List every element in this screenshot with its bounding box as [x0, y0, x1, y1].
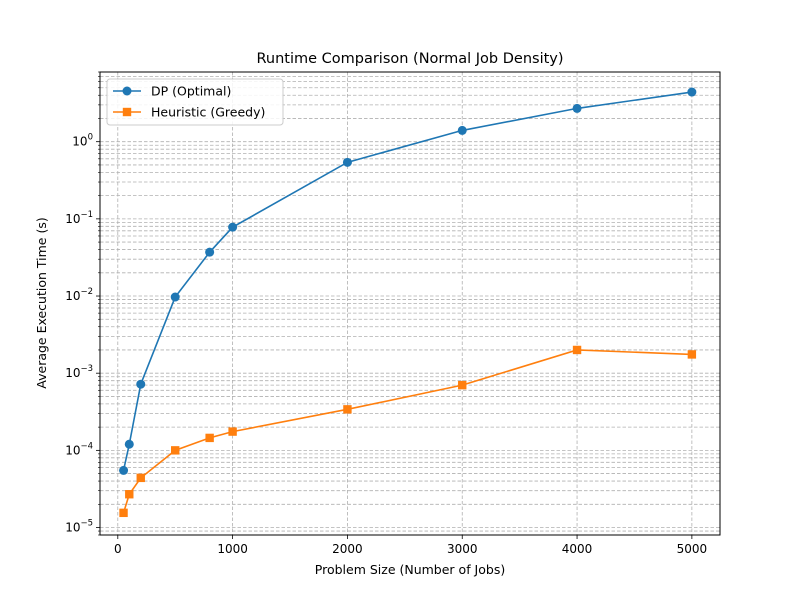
legend-marker	[122, 86, 132, 96]
legend-label: Heuristic (Greedy)	[151, 105, 265, 120]
y-tick-label: 10−4	[65, 441, 93, 457]
y-tick-label: 10−2	[65, 287, 93, 303]
x-tick-label: 4000	[562, 542, 593, 556]
legend: DP (Optimal) Heuristic (Greedy)	[106, 78, 284, 126]
data-point	[457, 125, 467, 135]
data-point	[119, 465, 129, 475]
data-point	[125, 490, 134, 499]
data-point	[124, 439, 134, 449]
y-axis: 10−5 10−4 10−3 10−2 10−1 100	[65, 71, 100, 536]
data-point	[228, 222, 238, 232]
y-tick-label: 10−1	[65, 210, 93, 226]
x-tick-label: 0	[114, 542, 122, 556]
data-point	[572, 103, 582, 113]
series-heuristic-greedy	[119, 345, 697, 518]
x-tick-label: 1000	[217, 542, 248, 556]
x-tick-label: 2000	[332, 542, 363, 556]
chart-title: Runtime Comparison (Normal Job Density)	[256, 51, 563, 67]
data-point	[458, 380, 467, 390]
x-tick-label: 5000	[677, 542, 708, 556]
series-layer	[119, 87, 697, 518]
x-axis: 0 1000 2000 3000 4000 5000	[114, 535, 707, 556]
data-point	[119, 508, 128, 518]
data-point	[205, 247, 215, 257]
data-point	[136, 379, 146, 389]
series-line	[122, 349, 692, 514]
legend-item: Heuristic (Greedy)	[113, 105, 265, 120]
data-point	[343, 405, 352, 414]
y-tick-label: 100	[72, 133, 93, 149]
y-tick-label: 10−5	[65, 519, 93, 535]
y-axis-label: Average Execution Time (s)	[34, 217, 49, 388]
series-dp-optimal	[119, 87, 697, 475]
series-line	[122, 91, 692, 471]
x-tick-label: 3000	[447, 542, 478, 556]
legend-box	[106, 78, 284, 126]
x-axis-label: Problem Size (Number of Jobs)	[315, 562, 505, 577]
data-point	[205, 433, 214, 443]
legend-marker	[122, 107, 132, 117]
data-point	[687, 87, 697, 97]
data-point	[171, 446, 180, 455]
data-point	[687, 350, 697, 359]
data-point	[170, 292, 180, 302]
data-point	[342, 157, 352, 167]
legend-label: DP (Optimal)	[151, 84, 231, 99]
legend-item: DP (Optimal)	[113, 84, 231, 99]
data-point	[228, 427, 237, 436]
data-point	[136, 473, 145, 483]
y-tick-label: 10−3	[65, 364, 93, 380]
data-point	[572, 345, 582, 355]
